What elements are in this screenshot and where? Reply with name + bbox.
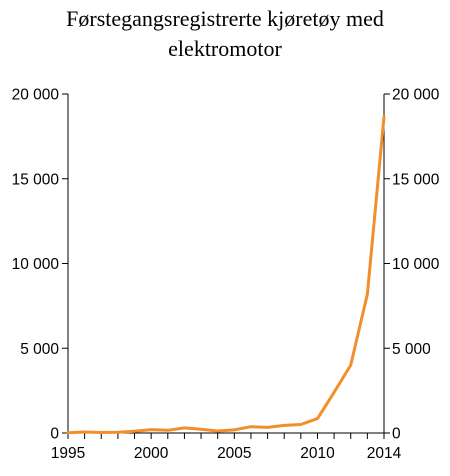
y-tick-label-right: 15 000 xyxy=(392,171,440,188)
y-tick-label-right: 0 xyxy=(392,426,401,443)
x-tick-label: 2005 xyxy=(217,445,251,462)
y-tick-label-left: 0 xyxy=(50,426,59,443)
x-tick-label: 1995 xyxy=(51,445,85,462)
tick-marks xyxy=(62,93,390,439)
y-tick-label-right: 20 000 xyxy=(392,87,440,104)
y-tick-label-right: 10 000 xyxy=(392,256,440,273)
x-tick-label: 2014 xyxy=(367,445,402,462)
chart-title-line-2: elektromotor xyxy=(168,36,282,61)
x-tick-label: 2010 xyxy=(300,445,335,462)
chart-title: Førstegangsregistrerte kjøretøy med elek… xyxy=(0,4,450,64)
tick-labels: 0 0 5 000 5 000 10 000 10 000 15 000 15 000 20 0… xyxy=(12,87,440,463)
y-tick-label-left: 10 000 xyxy=(12,256,60,273)
y-tick-label-left: 5 000 xyxy=(20,341,59,358)
axes xyxy=(67,94,385,434)
series-line xyxy=(66,115,386,435)
y-tick-label-right: 5 000 xyxy=(392,341,431,358)
series-group xyxy=(66,115,386,435)
y-tick-label-left: 20 000 xyxy=(12,87,60,104)
x-tick-label: 2000 xyxy=(134,445,169,462)
chart-title-line-1: Førstegangsregistrerte kjøretøy med xyxy=(66,6,384,31)
y-tick-label-left: 15 000 xyxy=(12,171,60,188)
